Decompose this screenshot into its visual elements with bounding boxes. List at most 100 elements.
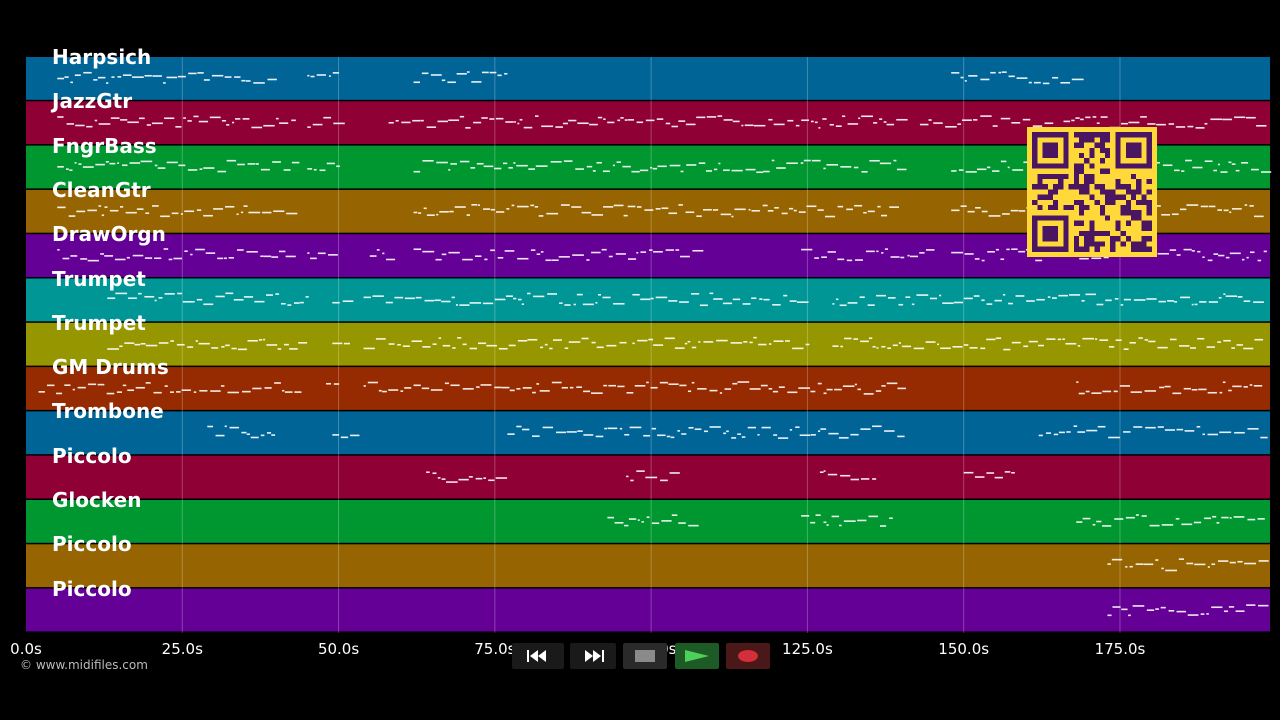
copyright-text: © www.midifiles.com xyxy=(20,658,148,672)
note-mark xyxy=(266,344,278,346)
note-mark xyxy=(1211,563,1216,566)
note-mark xyxy=(994,299,1002,302)
note-mark xyxy=(228,257,234,259)
note-mark xyxy=(289,348,298,350)
stop-button[interactable] xyxy=(623,643,667,669)
note-mark xyxy=(550,161,562,163)
note-mark xyxy=(1138,337,1143,339)
note-mark xyxy=(1162,164,1173,167)
note-mark xyxy=(236,249,244,251)
qr-module xyxy=(1105,215,1111,221)
qr-module xyxy=(1089,194,1095,200)
note-mark xyxy=(1186,562,1194,565)
qr-module xyxy=(1115,132,1152,138)
qr-module xyxy=(1125,236,1131,242)
note-mark xyxy=(332,301,340,304)
note-mark xyxy=(488,479,495,482)
note-mark xyxy=(925,341,936,343)
note-mark xyxy=(840,166,852,168)
note-mark xyxy=(125,211,137,214)
note-mark xyxy=(843,520,856,522)
note-mark xyxy=(945,126,957,128)
note-mark xyxy=(1085,116,1091,119)
note-mark xyxy=(1249,251,1255,254)
qr-module xyxy=(1146,179,1152,185)
note-mark xyxy=(860,478,870,480)
note-mark xyxy=(1011,122,1021,124)
qr-module xyxy=(1141,225,1147,231)
note-mark xyxy=(1169,338,1177,341)
note-mark xyxy=(271,256,279,258)
note-mark xyxy=(182,300,195,303)
note-mark xyxy=(1220,171,1228,173)
note-mark xyxy=(872,478,877,480)
note-mark xyxy=(57,116,64,118)
note-mark xyxy=(1204,517,1212,520)
qr-module xyxy=(1073,236,1079,242)
note-mark xyxy=(675,249,680,251)
note-mark xyxy=(1207,566,1210,568)
note-mark xyxy=(825,215,836,218)
note-mark xyxy=(1206,613,1209,615)
note-mark xyxy=(1217,560,1229,562)
qr-module xyxy=(1094,231,1100,237)
note-mark xyxy=(743,341,748,343)
note-mark xyxy=(905,296,911,299)
note-mark xyxy=(622,165,631,168)
qr-module xyxy=(1084,137,1090,143)
note-mark xyxy=(1073,425,1078,428)
note-mark xyxy=(132,254,144,257)
record-button[interactable] xyxy=(726,643,770,669)
note-mark xyxy=(875,390,882,392)
qr-module xyxy=(1079,210,1085,216)
note-mark xyxy=(401,121,411,124)
note-mark xyxy=(1251,168,1259,171)
note-mark xyxy=(1213,253,1219,255)
note-mark xyxy=(1245,116,1256,119)
qr-module xyxy=(1131,246,1137,252)
note-mark xyxy=(1141,515,1147,517)
note-mark xyxy=(260,255,264,258)
note-mark xyxy=(810,521,816,524)
note-mark xyxy=(671,125,678,128)
note-mark xyxy=(607,516,615,519)
note-mark xyxy=(57,166,64,168)
qr-module xyxy=(1115,179,1121,185)
qr-module xyxy=(1079,163,1085,169)
qr-module xyxy=(1084,189,1090,195)
note-mark xyxy=(87,259,99,262)
note-mark xyxy=(723,169,730,172)
note-mark xyxy=(773,340,784,342)
note-mark xyxy=(1223,610,1229,613)
note-mark xyxy=(275,293,280,295)
fast-forward-button[interactable] xyxy=(570,643,616,669)
note-mark xyxy=(973,119,978,121)
note-mark xyxy=(963,344,969,346)
note-mark xyxy=(1114,297,1119,300)
note-mark xyxy=(119,206,124,208)
note-mark xyxy=(561,386,568,389)
rewind-icon xyxy=(527,650,546,662)
note-mark xyxy=(513,162,516,164)
note-mark xyxy=(254,300,265,303)
qr-module xyxy=(1146,132,1152,169)
note-mark xyxy=(1008,302,1013,305)
note-mark xyxy=(183,117,186,119)
note-mark xyxy=(57,206,66,209)
play-button[interactable] xyxy=(675,643,719,669)
note-mark xyxy=(763,298,770,301)
note-mark xyxy=(879,118,883,120)
note-mark xyxy=(705,170,713,172)
note-mark xyxy=(1213,169,1218,172)
note-mark xyxy=(283,169,291,171)
note-mark xyxy=(861,171,868,173)
note-mark xyxy=(363,385,366,387)
rewind-button[interactable] xyxy=(512,643,564,669)
qr-module xyxy=(1084,184,1090,190)
note-mark xyxy=(795,426,800,429)
qr-module xyxy=(1073,246,1079,252)
note-mark xyxy=(1016,77,1028,79)
note-mark xyxy=(435,258,442,261)
note-mark xyxy=(459,115,465,118)
